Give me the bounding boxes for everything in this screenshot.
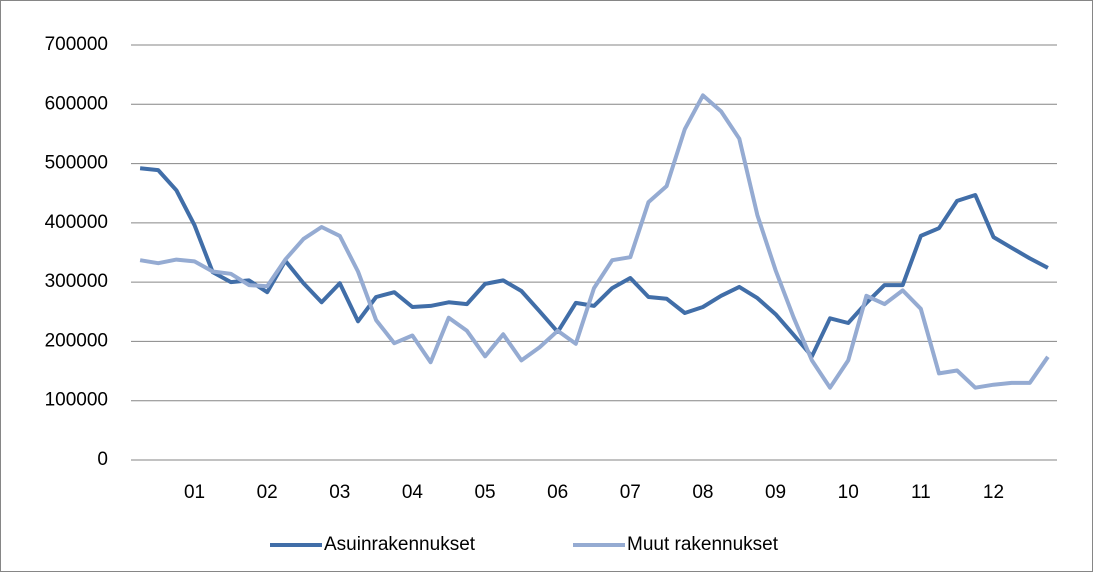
x-tick-label: 06	[547, 482, 568, 503]
x-tick-label: 08	[692, 482, 713, 503]
y-tick-label: 600000	[45, 93, 108, 114]
y-tick-label: 300000	[45, 271, 108, 292]
x-tick-label: 10	[838, 482, 859, 503]
x-tick-label: 09	[765, 482, 786, 503]
x-tick-label: 04	[402, 482, 424, 503]
y-tick-label: 100000	[45, 390, 108, 411]
legend-label: Muut rakennukset	[627, 534, 779, 555]
x-tick-label: 03	[329, 482, 350, 503]
x-tick-label: 02	[257, 482, 278, 503]
y-tick-label: 400000	[45, 212, 108, 233]
y-tick-label: 0	[97, 449, 108, 470]
x-tick-label: 01	[184, 482, 205, 503]
series-line	[139, 93, 1050, 390]
legend-label: Asuinrakennukset	[324, 534, 476, 555]
series-line	[139, 166, 1049, 359]
x-tick-label: 07	[620, 482, 641, 503]
x-tick-label: 12	[983, 482, 1004, 503]
y-tick-label: 200000	[45, 330, 108, 351]
y-tick-label: 700000	[45, 34, 108, 55]
x-tick-label: 05	[474, 482, 495, 503]
y-tick-label: 500000	[45, 153, 108, 174]
x-tick-label: 11	[911, 482, 931, 503]
